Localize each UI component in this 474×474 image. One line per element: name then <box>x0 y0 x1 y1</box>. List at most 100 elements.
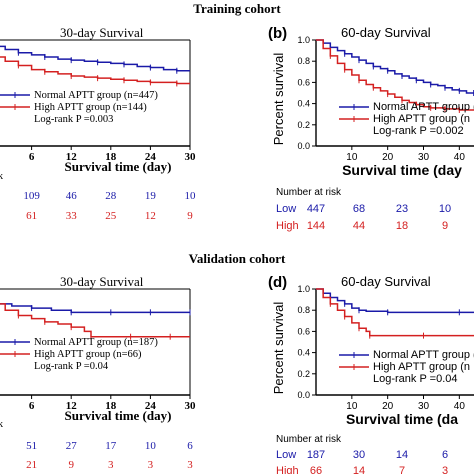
y-tick-label: 0.2 <box>297 369 310 379</box>
risk-value: 9 <box>442 220 448 232</box>
risk-value: 61 <box>26 210 37 222</box>
y-tick-label: 1.0 <box>297 284 310 294</box>
y-tick-label: 0.8 <box>297 56 310 66</box>
risk-value: 30 <box>353 449 365 461</box>
panel-validation-60-day: (d) 60-day Survival 0.0 0.2 0.4 0.6 0.8 1.0 Pe… <box>268 274 474 474</box>
risk-value: 27 <box>66 440 78 452</box>
risk-value: 9 <box>68 459 74 471</box>
risk-value: 17 <box>105 440 117 452</box>
risk-value: 3 <box>187 459 193 471</box>
risk-value: 46 <box>66 190 78 202</box>
panel-label: (b) <box>268 25 287 42</box>
x-tick-label: 40 <box>454 401 466 412</box>
legend-entry: High APTT group (n <box>373 361 470 373</box>
risk-table-header-fragment: k <box>0 419 3 430</box>
training-cohort-title: Training cohort <box>193 1 281 16</box>
x-tick-label: 10 <box>346 152 358 163</box>
risk-value: 18 <box>396 220 408 232</box>
y-tick-label: 1.0 <box>297 35 310 45</box>
survival-line-normal <box>316 39 474 94</box>
risk-table-header-fragment: k <box>0 171 3 182</box>
x-tick-label: 24 <box>145 151 157 163</box>
panel-title: 30-day Survival <box>60 274 144 289</box>
risk-table-header: Number at risk <box>276 434 342 445</box>
risk-value: 21 <box>26 459 37 471</box>
y-axis-label: Percent survival <box>271 302 286 395</box>
legend-entry: Log-rank P =0.002 <box>373 125 464 137</box>
y-tick-label: 0.6 <box>297 77 310 87</box>
y-axis-label: Percent survival <box>271 53 286 146</box>
legend-entry: Normal APTT group (n=187) <box>34 337 158 348</box>
legend-entry: High APTT group (n=66) <box>34 349 142 360</box>
legend-entry: Normal APTT group ( <box>373 349 474 361</box>
x-axis-label: Survival time (day <box>342 162 462 178</box>
x-tick-label: 10 <box>346 401 358 412</box>
survival-line-high <box>0 303 190 338</box>
risk-value: 14 <box>396 449 408 461</box>
risk-value: 51 <box>26 440 37 452</box>
risk-value: 68 <box>353 203 365 215</box>
panel-training-60-day: (b) 60-day Survival 0.0 0.2 0.4 0.6 0.8 1.0 Pe… <box>268 25 474 232</box>
risk-row-label: Low <box>276 449 296 461</box>
survival-line-normal <box>316 288 474 314</box>
risk-value: 28 <box>105 190 117 202</box>
x-tick-label: 12 <box>66 151 78 163</box>
x-tick-label: 20 <box>382 401 394 412</box>
panel-title: 30-day Survival <box>60 25 144 40</box>
panel-label: (d) <box>268 274 287 291</box>
risk-value: 447 <box>307 203 325 215</box>
x-tick-label: 30 <box>418 152 430 163</box>
validation-cohort-title: Validation cohort <box>189 251 286 266</box>
x-tick-label: 18 <box>105 151 117 163</box>
panel-title: 60-day Survival <box>341 25 431 40</box>
risk-value: 10 <box>439 203 451 215</box>
risk-value: 3 <box>108 459 114 471</box>
x-tick-label: 30 <box>185 400 197 412</box>
risk-value: 10 <box>185 190 197 202</box>
risk-value: 12 <box>145 210 156 222</box>
y-tick-label: 0.8 <box>297 305 310 315</box>
x-axis-label: Survival time (day) <box>65 159 172 174</box>
risk-value: 6 <box>442 449 448 461</box>
risk-value: 66 <box>310 465 322 474</box>
risk-row-label: High <box>276 465 299 474</box>
risk-value: 10 <box>145 440 157 452</box>
legend-entry: High APTT group (n=144) <box>34 102 147 113</box>
x-tick-label: 30 <box>418 401 430 412</box>
risk-row-label: High <box>276 220 299 232</box>
y-tick-label: 0.2 <box>297 120 310 130</box>
x-tick-label: 6 <box>29 400 35 412</box>
risk-value: 33 <box>66 210 78 222</box>
panel-training-30-day: 30-day Survival 6 12 18 24 30 Survival time (… <box>0 25 196 222</box>
risk-value: 3 <box>148 459 154 471</box>
x-tick-label: 6 <box>29 151 35 163</box>
y-tick-label: 0.0 <box>297 390 310 400</box>
risk-value: 23 <box>396 203 408 215</box>
risk-value: 7 <box>399 465 405 474</box>
legend-entry: Log-rank P =0.04 <box>34 361 109 372</box>
survival-line-high <box>316 288 474 337</box>
risk-value: 19 <box>145 190 157 202</box>
legend-entry: Log-rank P =0.003 <box>34 114 113 125</box>
x-tick-label: 18 <box>105 400 117 412</box>
x-tick-label: 12 <box>66 400 78 412</box>
x-axis-label: Survival time (day) <box>65 408 172 423</box>
x-tick-label: 24 <box>145 400 157 412</box>
risk-value: 109 <box>23 190 40 202</box>
risk-value: 9 <box>187 210 193 222</box>
x-tick-label: 40 <box>454 152 466 163</box>
risk-table-header: Number at risk <box>276 187 342 198</box>
y-tick-label: 0.6 <box>297 326 310 336</box>
risk-value: 3 <box>442 465 448 474</box>
risk-value: 44 <box>353 220 365 232</box>
legend-entry: Log-rank P =0.04 <box>373 373 458 385</box>
x-tick-label: 20 <box>382 152 394 163</box>
legend-entry: High APTT group (n <box>373 113 470 125</box>
risk-row-label: Low <box>276 203 296 215</box>
x-tick-label: 30 <box>185 151 197 163</box>
x-axis-label: Survival time (da <box>346 411 458 427</box>
y-tick-label: 0.4 <box>297 348 310 358</box>
panel-validation-30-day: 30-day Survival 6 12 18 24 30 Survival time (… <box>0 274 196 471</box>
risk-value: 187 <box>307 449 325 461</box>
